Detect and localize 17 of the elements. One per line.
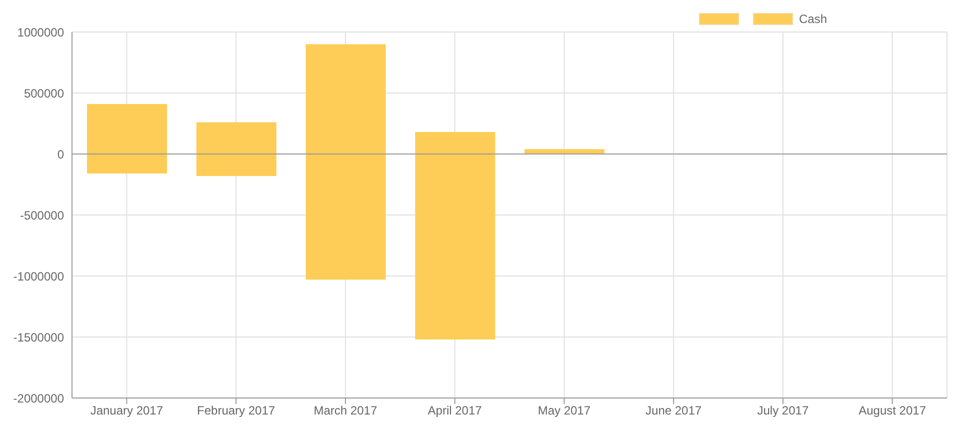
x-tick-label: May 2017 [538, 404, 591, 418]
x-tick-label: June 2017 [646, 404, 702, 418]
x-tick-label: August 2017 [858, 404, 926, 418]
legend-label: Cash [798, 12, 827, 26]
x-tick-label: March 2017 [314, 404, 378, 418]
y-tick-label: -1000000 [13, 269, 64, 284]
x-tick-label: February 2017 [197, 404, 276, 418]
y-tick-label: -2000000 [13, 391, 64, 406]
y-tick-label: 1000000 [17, 25, 64, 40]
x-tick-label: April 2017 [428, 404, 482, 418]
x-tick-label: July 2017 [757, 404, 809, 418]
bar [524, 149, 604, 154]
y-tick-label: 0 [57, 147, 64, 162]
x-tick-label: January 2017 [90, 404, 164, 418]
y-tick-label: -1500000 [13, 330, 64, 344]
y-tick-label: 500000 [24, 86, 64, 100]
y-tick-label: -500000 [20, 208, 64, 222]
